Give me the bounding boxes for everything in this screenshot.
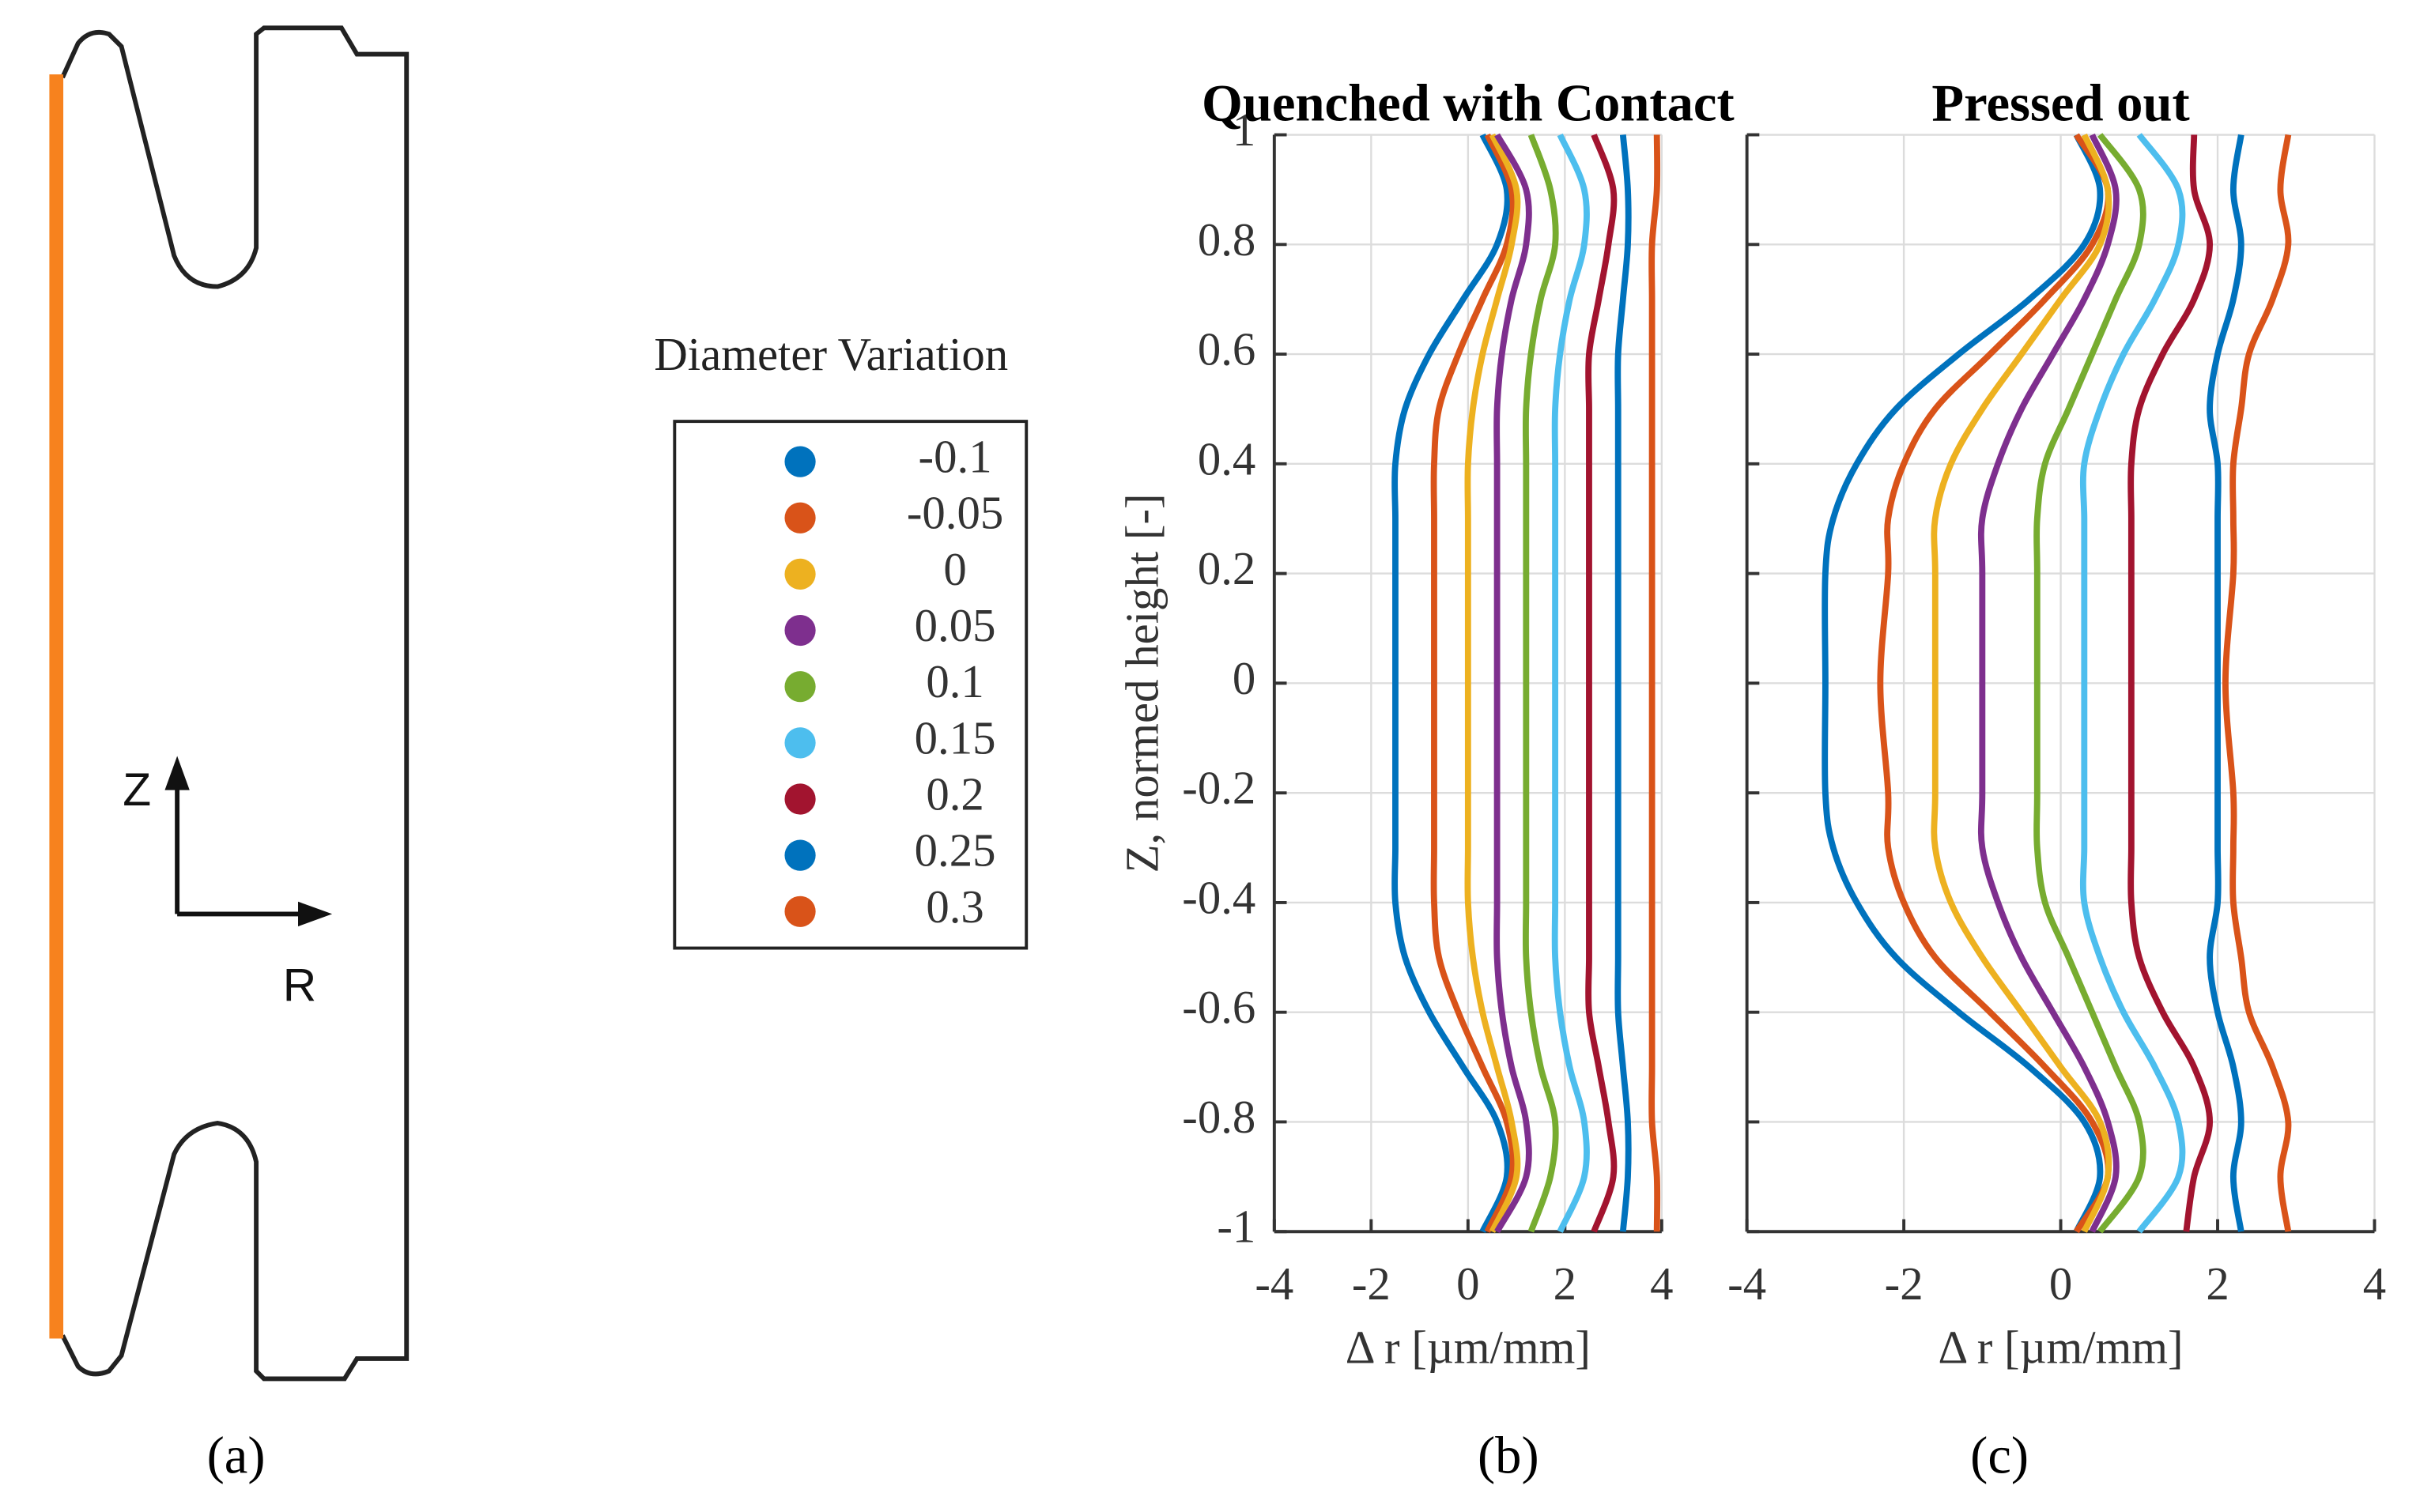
y-tick-label: 0.8 — [1198, 214, 1256, 266]
legend-label: 0.05 — [915, 600, 996, 651]
series-line — [1614, 134, 1632, 1232]
panel-label: (c) — [1970, 1427, 2029, 1485]
x-tick-label: 4 — [1650, 1258, 1673, 1310]
series-line — [1822, 133, 2104, 1233]
series-line — [1877, 133, 2112, 1234]
series-line — [2222, 134, 2292, 1232]
y-tick-label: -0.8 — [1182, 1092, 1255, 1143]
x-axis-label: Δ r [µm/mm] — [1346, 1322, 1591, 1374]
legend-label: 0.3 — [926, 881, 984, 933]
y-axis-label: Z, normed height [-] — [1117, 493, 1168, 873]
legend-title: Diameter Variation — [654, 329, 1008, 380]
series-line — [1551, 133, 1590, 1233]
series-line — [1430, 133, 1516, 1233]
legend-marker — [784, 502, 816, 534]
y-tick-label: -0.2 — [1182, 763, 1255, 814]
r-arrowhead — [298, 901, 333, 927]
x-tick-label: -2 — [1885, 1258, 1924, 1310]
series-line — [1391, 133, 1511, 1233]
z-label: Z — [123, 764, 151, 816]
y-tick-label: 0.2 — [1198, 543, 1256, 594]
series-line — [2079, 133, 2186, 1234]
x-tick-label: 0 — [2049, 1258, 2072, 1310]
series-line — [1977, 133, 2120, 1233]
x-tick-label: -4 — [1255, 1258, 1293, 1310]
x-tick-label: 0 — [1456, 1258, 1479, 1310]
legend-label: -0.1 — [919, 432, 992, 483]
series-line — [1931, 133, 2112, 1233]
y-tick-label: 0.4 — [1198, 433, 1256, 485]
legend-box — [673, 420, 1029, 950]
chart-title: Quenched with Contact — [1202, 74, 1735, 132]
legend-label: 0.25 — [915, 825, 996, 877]
legend-marker — [784, 671, 816, 703]
legend-label: 0.15 — [915, 712, 996, 764]
part-outline — [60, 25, 410, 1382]
legend-marker — [784, 896, 816, 927]
y-tick-label: 0.6 — [1198, 324, 1256, 375]
legend-marker — [784, 783, 816, 815]
legend-label: 0 — [943, 544, 966, 595]
legend-marker — [784, 558, 816, 590]
panel-label: (a) — [207, 1427, 266, 1485]
y-tick-label: -0.6 — [1182, 982, 1255, 1033]
r-label: R — [283, 960, 316, 1011]
x-tick-label: 4 — [2363, 1258, 2386, 1310]
y-tick-label: -0.4 — [1182, 872, 1255, 923]
series-line — [1522, 134, 1559, 1233]
x-tick-label: 2 — [2206, 1258, 2229, 1310]
legend-marker — [784, 446, 816, 477]
legend-label: -0.05 — [907, 488, 1003, 539]
legend-marker — [784, 727, 816, 759]
x-tick-label: -2 — [1352, 1258, 1391, 1310]
y-tick-label: 0 — [1233, 653, 1255, 704]
series-line — [1585, 134, 1618, 1233]
chart-title: Pressed out — [1931, 74, 2189, 132]
legend-label: 0.1 — [926, 656, 984, 707]
legend-label: 0.2 — [926, 768, 984, 820]
series-line — [1493, 133, 1532, 1234]
y-tick-label: -1 — [1217, 1201, 1255, 1253]
panel-label: (b) — [1478, 1427, 1539, 1485]
legend-marker — [784, 839, 816, 871]
series-line — [1648, 134, 1661, 1232]
x-tick-label: 2 — [1554, 1258, 1576, 1310]
series-line — [1464, 133, 1521, 1233]
y-tick-label: 1 — [1233, 104, 1255, 156]
legend-marker — [784, 614, 816, 647]
x-tick-label: -4 — [1727, 1258, 1766, 1310]
series-line — [2033, 133, 2146, 1234]
series-line — [2207, 134, 2244, 1232]
series-line — [2127, 134, 2214, 1232]
z-arrowhead — [164, 756, 190, 790]
x-axis-label: Δ r [µm/mm] — [1939, 1322, 2184, 1374]
part-diagram: Z R — [49, 25, 410, 1382]
